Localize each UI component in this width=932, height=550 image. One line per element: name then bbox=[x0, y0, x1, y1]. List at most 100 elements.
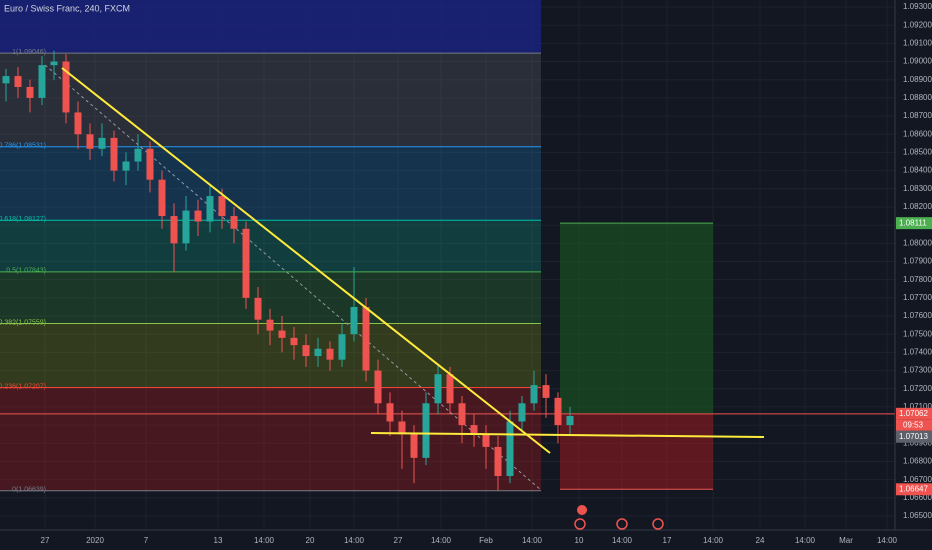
candle-body bbox=[350, 306, 358, 335]
price-tick-label: 1.06800 bbox=[903, 457, 932, 466]
candle-body bbox=[530, 385, 538, 404]
candle-body bbox=[482, 434, 490, 447]
price-tick-label: 1.09100 bbox=[903, 38, 932, 47]
candle-body bbox=[374, 370, 382, 404]
price-tick-label: 1.06600 bbox=[903, 493, 932, 502]
candle-body bbox=[506, 421, 514, 477]
candle-body bbox=[290, 337, 298, 346]
event-icon[interactable] bbox=[652, 518, 664, 530]
candle-body bbox=[362, 306, 370, 371]
time-tick-label: 13 bbox=[214, 536, 223, 545]
last-price-tag: 1.07013 bbox=[899, 432, 928, 441]
time-tick-label: Mar bbox=[839, 536, 853, 545]
time-tick-label: 27 bbox=[394, 536, 403, 545]
candle-body bbox=[314, 348, 322, 357]
candle-body bbox=[26, 86, 34, 98]
price-tick-label: 1.09200 bbox=[903, 20, 932, 29]
price-tick-label: 1.07600 bbox=[903, 311, 932, 320]
candle-body bbox=[422, 403, 430, 458]
long-position bbox=[0, 222, 895, 490]
candle-body bbox=[494, 446, 502, 477]
time-tick-label: 14:00 bbox=[612, 536, 633, 545]
fib-level-label: 0(1.06639) bbox=[12, 487, 46, 494]
price-tick-label: 1.08500 bbox=[903, 148, 932, 157]
time-tick-label: 14:00 bbox=[877, 536, 898, 545]
countdown-bg bbox=[896, 419, 932, 431]
trend-line bbox=[61, 67, 551, 454]
candle-body bbox=[62, 61, 70, 113]
price-tick-label: 1.08000 bbox=[903, 238, 932, 247]
candle-body bbox=[38, 65, 46, 98]
price-tick-label: 1.06500 bbox=[903, 511, 932, 520]
target-price-tag: 1.08111 bbox=[899, 218, 927, 227]
time-tick-label: 17 bbox=[663, 536, 672, 545]
candles bbox=[2, 50, 574, 491]
candle-body bbox=[386, 403, 394, 422]
price-tick-label: 1.08400 bbox=[903, 166, 932, 175]
axes: 1.09300 1.09200 1.09100 1.09000 1.08900 1.088… bbox=[41, 2, 932, 545]
price-tick-label: 1.07700 bbox=[903, 293, 932, 302]
price-tick-label: 1.07800 bbox=[903, 275, 932, 284]
candle-body bbox=[410, 434, 418, 458]
price-tick-label: 1.06900 bbox=[903, 438, 932, 447]
candle-body bbox=[86, 134, 94, 149]
fib-level-label: 0.618(1.08127) bbox=[0, 216, 46, 223]
stop-price-tag: 1.06647 bbox=[899, 484, 928, 493]
candle-body bbox=[434, 374, 442, 404]
time-tick-label: 14:00 bbox=[344, 536, 365, 545]
candle-body bbox=[326, 348, 334, 360]
price-tick-label: 1.08300 bbox=[903, 184, 932, 193]
loss-zone bbox=[560, 413, 713, 490]
candle-body bbox=[182, 210, 190, 244]
candle-body bbox=[566, 416, 574, 426]
price-tick-label: 1.09000 bbox=[903, 57, 932, 66]
price-tick-label: 1.07400 bbox=[903, 348, 932, 357]
time-tick-label: 27 bbox=[41, 536, 50, 545]
event-icon[interactable] bbox=[574, 518, 586, 530]
fib-level-label: 0.236(1.07207) bbox=[0, 383, 46, 390]
candle-body bbox=[146, 148, 154, 180]
candle-body bbox=[278, 330, 286, 338]
time-tick-label: 14:00 bbox=[522, 536, 543, 545]
candle-body bbox=[230, 216, 238, 229]
candle-body bbox=[170, 216, 178, 244]
price-tick-label: 1.07900 bbox=[903, 257, 932, 266]
candle-body bbox=[98, 137, 106, 149]
candle-body bbox=[446, 374, 454, 404]
time-tick-label: 2020 bbox=[86, 536, 104, 545]
candle-body bbox=[206, 196, 214, 222]
price-tick-label: 1.07300 bbox=[903, 366, 932, 375]
price-tick-label: 1.08600 bbox=[903, 129, 932, 138]
time-tick-label: 14:00 bbox=[795, 536, 816, 545]
price-tick-label: 1.08800 bbox=[903, 93, 932, 102]
support-line bbox=[370, 432, 765, 438]
event-icon[interactable] bbox=[577, 505, 587, 515]
fib-trend-line bbox=[44, 64, 542, 491]
target-price-tag-bg bbox=[896, 217, 932, 230]
price-tick-label: 1.06700 bbox=[903, 475, 932, 484]
entry-price-tag-bg bbox=[896, 407, 932, 420]
candle-body bbox=[2, 76, 10, 84]
candle-body bbox=[398, 421, 406, 435]
candle-body bbox=[542, 385, 550, 398]
price-tick-label: 1.08900 bbox=[903, 75, 932, 84]
event-icon[interactable] bbox=[616, 518, 628, 530]
fib-band bbox=[0, 146, 541, 221]
candle-body bbox=[14, 76, 22, 87]
chart-title: Euro / Swiss Franc, 240, FXCM bbox=[4, 3, 130, 13]
fib-band bbox=[0, 0, 541, 54]
candle-body bbox=[50, 61, 58, 66]
profit-zone bbox=[560, 223, 713, 414]
time-tick-label: Feb bbox=[479, 536, 493, 545]
countdown: 09:53 bbox=[903, 420, 924, 429]
candle-body bbox=[338, 334, 346, 360]
price-tick-label: 1.09300 bbox=[903, 2, 932, 11]
candle-body bbox=[302, 345, 310, 357]
candle-body bbox=[266, 319, 274, 331]
price-tick-label: 1.08200 bbox=[903, 202, 932, 211]
price-tick-label: 1.07200 bbox=[903, 384, 932, 393]
fib-level-label: 0.5(1.07843) bbox=[6, 268, 46, 275]
candle-body bbox=[518, 403, 526, 422]
candle-body bbox=[242, 228, 250, 298]
